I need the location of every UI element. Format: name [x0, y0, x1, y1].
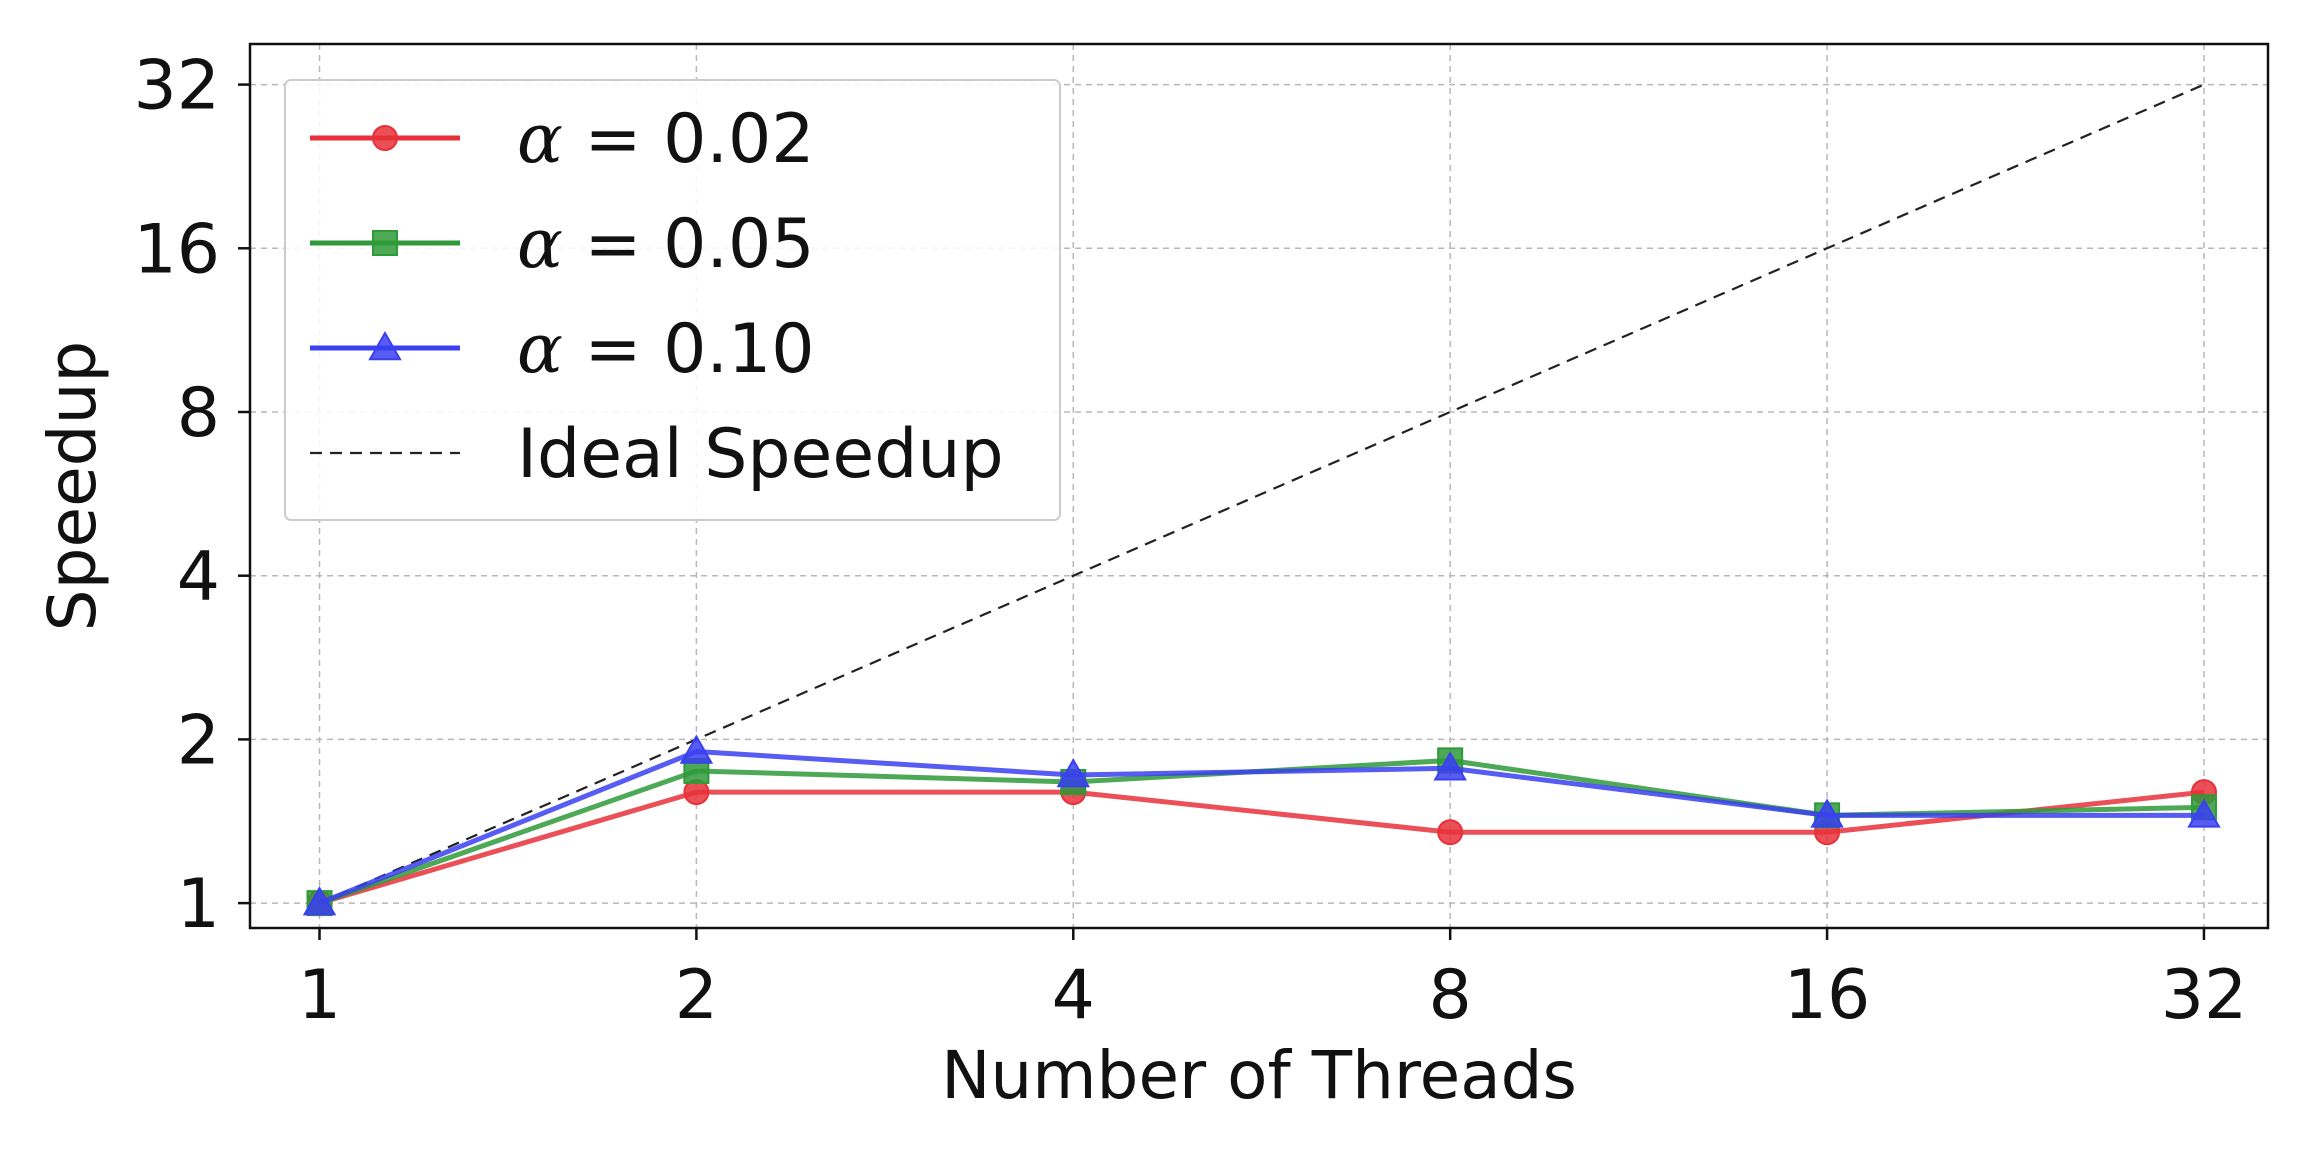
alpha-symbol: α — [517, 310, 563, 389]
legend-swatch-circle-marker — [372, 125, 398, 151]
legend-label: α = 0.05 — [517, 205, 815, 284]
x-axis-ticks: 1 2 4 8 16 32 — [298, 928, 2247, 1035]
y-axis-ticks: 1 2 4 8 16 32 — [133, 47, 250, 944]
y-tick-label: 16 — [133, 210, 220, 289]
ideal-speedup-line — [319, 83, 2205, 905]
series-triangle — [302, 734, 2221, 916]
legend-entry-alpha-010: α = 0.10 — [310, 310, 815, 389]
plot-frame — [248, 42, 2270, 930]
legend-value: 0.05 — [663, 205, 814, 284]
x-tick-label: 2 — [675, 956, 718, 1035]
legend-equals: = — [563, 310, 663, 389]
y-tick-label: 4 — [177, 538, 220, 617]
x-tick-label: 16 — [1784, 956, 1871, 1035]
alpha-symbol: α — [517, 205, 563, 284]
legend-entry-alpha-002: α = 0.02 — [310, 100, 815, 179]
legend-label: Ideal Speedup — [517, 415, 1004, 494]
legend-label: α = 0.10 — [517, 310, 815, 389]
y-tick-label: 8 — [177, 374, 220, 453]
x-tick-label: 8 — [1429, 956, 1472, 1035]
legend-entry-ideal-speedup: Ideal Speedup — [310, 415, 1004, 494]
data-point-triangle — [1433, 751, 1467, 781]
data-point-triangle — [302, 886, 337, 916]
legend-equals: = — [563, 205, 663, 284]
data-point-triangle — [1810, 798, 1844, 828]
data-series — [302, 734, 2221, 917]
legend-entry-alpha-005: α = 0.05 — [310, 205, 815, 284]
legend: α = 0.02 α = 0.05 α = 0.10 Ideal Speedup — [284, 79, 1061, 521]
legend-value: 0.10 — [663, 310, 814, 389]
data-point-triangle — [1056, 758, 1091, 788]
data-point-triangle — [679, 734, 714, 764]
legend-box — [284, 79, 1061, 521]
x-axis-label: Number of Threads — [941, 1037, 1577, 1114]
legend-label: α = 0.02 — [517, 100, 815, 179]
data-point-circle — [1437, 819, 1464, 846]
legend-equals: = — [563, 100, 663, 179]
legend-value: 0.02 — [663, 100, 814, 179]
y-tick-label: 2 — [177, 701, 220, 780]
data-point-triangle — [2187, 798, 2221, 828]
y-tick-label: 1 — [177, 865, 220, 944]
legend-swatch-triangle-marker — [368, 330, 402, 361]
series-line — [318, 749, 2204, 906]
series-circle — [306, 779, 2217, 917]
legend-swatch-square-marker — [372, 230, 398, 256]
y-axis-label: Speedup — [34, 341, 111, 632]
alpha-symbol: α — [517, 100, 563, 179]
y-tick-label: 32 — [133, 47, 220, 126]
x-tick-label: 1 — [298, 956, 341, 1035]
x-tick-label: 32 — [2161, 956, 2248, 1035]
ideal-speedup-polyline — [319, 83, 2205, 905]
series-line — [318, 757, 2205, 906]
series-line — [318, 789, 2205, 906]
x-tick-label: 4 — [1052, 956, 1095, 1035]
